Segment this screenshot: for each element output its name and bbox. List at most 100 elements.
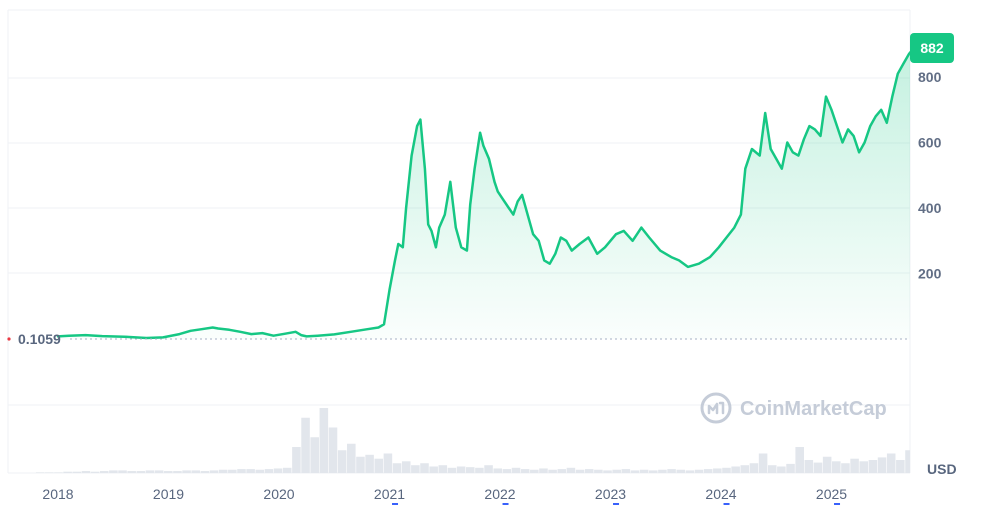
volume-bar bbox=[859, 461, 869, 473]
x-tick-label: 2022 bbox=[484, 486, 515, 502]
volume-bar bbox=[658, 469, 667, 473]
volume-bar bbox=[777, 466, 786, 473]
volume-bar bbox=[374, 458, 384, 473]
volume-bar bbox=[411, 465, 420, 473]
volume-bar bbox=[99, 471, 109, 473]
volume-bar bbox=[347, 443, 356, 473]
volume-bar bbox=[703, 469, 713, 473]
volume-bar bbox=[896, 460, 905, 473]
volume-bar bbox=[850, 458, 859, 473]
volume-bar bbox=[118, 470, 127, 473]
volume-bar bbox=[502, 469, 512, 473]
volume-bar bbox=[722, 467, 731, 473]
volume-bar bbox=[127, 471, 136, 473]
x-tick-marker bbox=[834, 503, 841, 505]
volume-bar bbox=[109, 470, 118, 473]
volume-bar bbox=[813, 462, 823, 473]
volume-bar bbox=[237, 469, 246, 473]
volume-bar bbox=[484, 465, 493, 473]
volume-bar bbox=[154, 470, 164, 473]
watermark-label: CoinMarketCap bbox=[740, 398, 887, 420]
volume-bar bbox=[694, 469, 704, 473]
volume-bar bbox=[54, 472, 63, 473]
volume-bar bbox=[328, 427, 338, 473]
volume-bar bbox=[282, 467, 292, 473]
volume-bar bbox=[886, 453, 896, 473]
current-price-label: 882 bbox=[920, 40, 944, 56]
x-tick-marker bbox=[723, 503, 730, 505]
volume-bar bbox=[557, 469, 567, 473]
x-tick-label: 2023 bbox=[595, 486, 626, 502]
volume-bar bbox=[731, 466, 740, 473]
volume-bar bbox=[575, 469, 585, 473]
volume-bar bbox=[511, 467, 521, 473]
volume-bar bbox=[255, 469, 265, 473]
volume-bar bbox=[228, 469, 237, 473]
volume-bar bbox=[795, 447, 804, 473]
x-tick-marker bbox=[502, 503, 509, 505]
volume-bar bbox=[520, 469, 530, 473]
volume-bar bbox=[539, 468, 548, 473]
x-tick-label: 2018 bbox=[42, 486, 73, 502]
y-tick-label: 400 bbox=[918, 200, 942, 216]
volume-bar bbox=[465, 467, 475, 473]
volume-bar bbox=[822, 456, 832, 473]
volume-bar bbox=[603, 470, 612, 473]
volume-bar bbox=[420, 463, 429, 473]
volume-bars bbox=[35, 408, 910, 473]
coinmarketcap-watermark: CoinMarketCap bbox=[700, 392, 887, 424]
volume-bar bbox=[676, 469, 686, 473]
volume-bar bbox=[182, 470, 191, 473]
y-tick-label: 600 bbox=[918, 135, 942, 151]
volume-bar bbox=[45, 472, 54, 473]
volume-bar bbox=[136, 471, 146, 473]
volume-bar bbox=[392, 463, 402, 473]
volume-bar bbox=[209, 470, 219, 473]
volume-bar bbox=[200, 471, 210, 473]
volume-bar bbox=[630, 470, 640, 473]
volume-bar bbox=[63, 471, 72, 473]
volume-bar bbox=[649, 470, 658, 473]
volume-bar bbox=[456, 466, 466, 473]
volume-bar bbox=[749, 463, 759, 473]
volume-bar bbox=[612, 469, 621, 473]
volume-bar bbox=[401, 461, 411, 473]
volume-bar bbox=[35, 472, 45, 473]
price-line[interactable] bbox=[56, 50, 912, 340]
volume-bar bbox=[356, 456, 365, 473]
volume-bar bbox=[767, 465, 777, 473]
volume-bar bbox=[337, 450, 347, 473]
price-area-fill bbox=[58, 52, 910, 339]
x-tick-label: 2025 bbox=[816, 486, 847, 502]
volume-bar bbox=[566, 467, 576, 473]
volume-bar bbox=[548, 469, 557, 473]
volume-bar bbox=[365, 454, 374, 473]
volume-bar bbox=[301, 417, 310, 473]
volume-bar bbox=[191, 470, 201, 473]
current-price-badge: 882 bbox=[910, 33, 954, 63]
x-tick-marker bbox=[392, 503, 399, 505]
volume-bar bbox=[584, 469, 594, 473]
volume-bar bbox=[246, 469, 255, 473]
volume-bar bbox=[145, 470, 155, 473]
volume-bar bbox=[667, 469, 676, 473]
x-tick-marker bbox=[613, 503, 620, 505]
x-tick-label: 2019 bbox=[153, 486, 184, 502]
start-price-label: 0.1059 bbox=[18, 331, 61, 347]
volume-bar bbox=[383, 453, 393, 473]
volume-bar bbox=[740, 465, 750, 473]
volume-bar bbox=[905, 450, 910, 473]
volume-bar bbox=[447, 467, 457, 473]
volume-bar bbox=[273, 468, 283, 473]
volume-bar bbox=[832, 461, 841, 473]
volume-bar bbox=[72, 471, 82, 473]
x-tick-label: 2021 bbox=[374, 486, 405, 502]
y-tick-label: 200 bbox=[918, 266, 942, 282]
x-tick-label: 2020 bbox=[263, 486, 294, 502]
volume-bar bbox=[173, 471, 182, 473]
x-axis: 2018 2019 2020 2021 2022 2023 2024 2025 bbox=[42, 486, 847, 505]
volume-bar bbox=[429, 466, 438, 473]
volume-bar bbox=[786, 463, 795, 473]
y-axis: 200 400 600 800 bbox=[918, 69, 942, 282]
